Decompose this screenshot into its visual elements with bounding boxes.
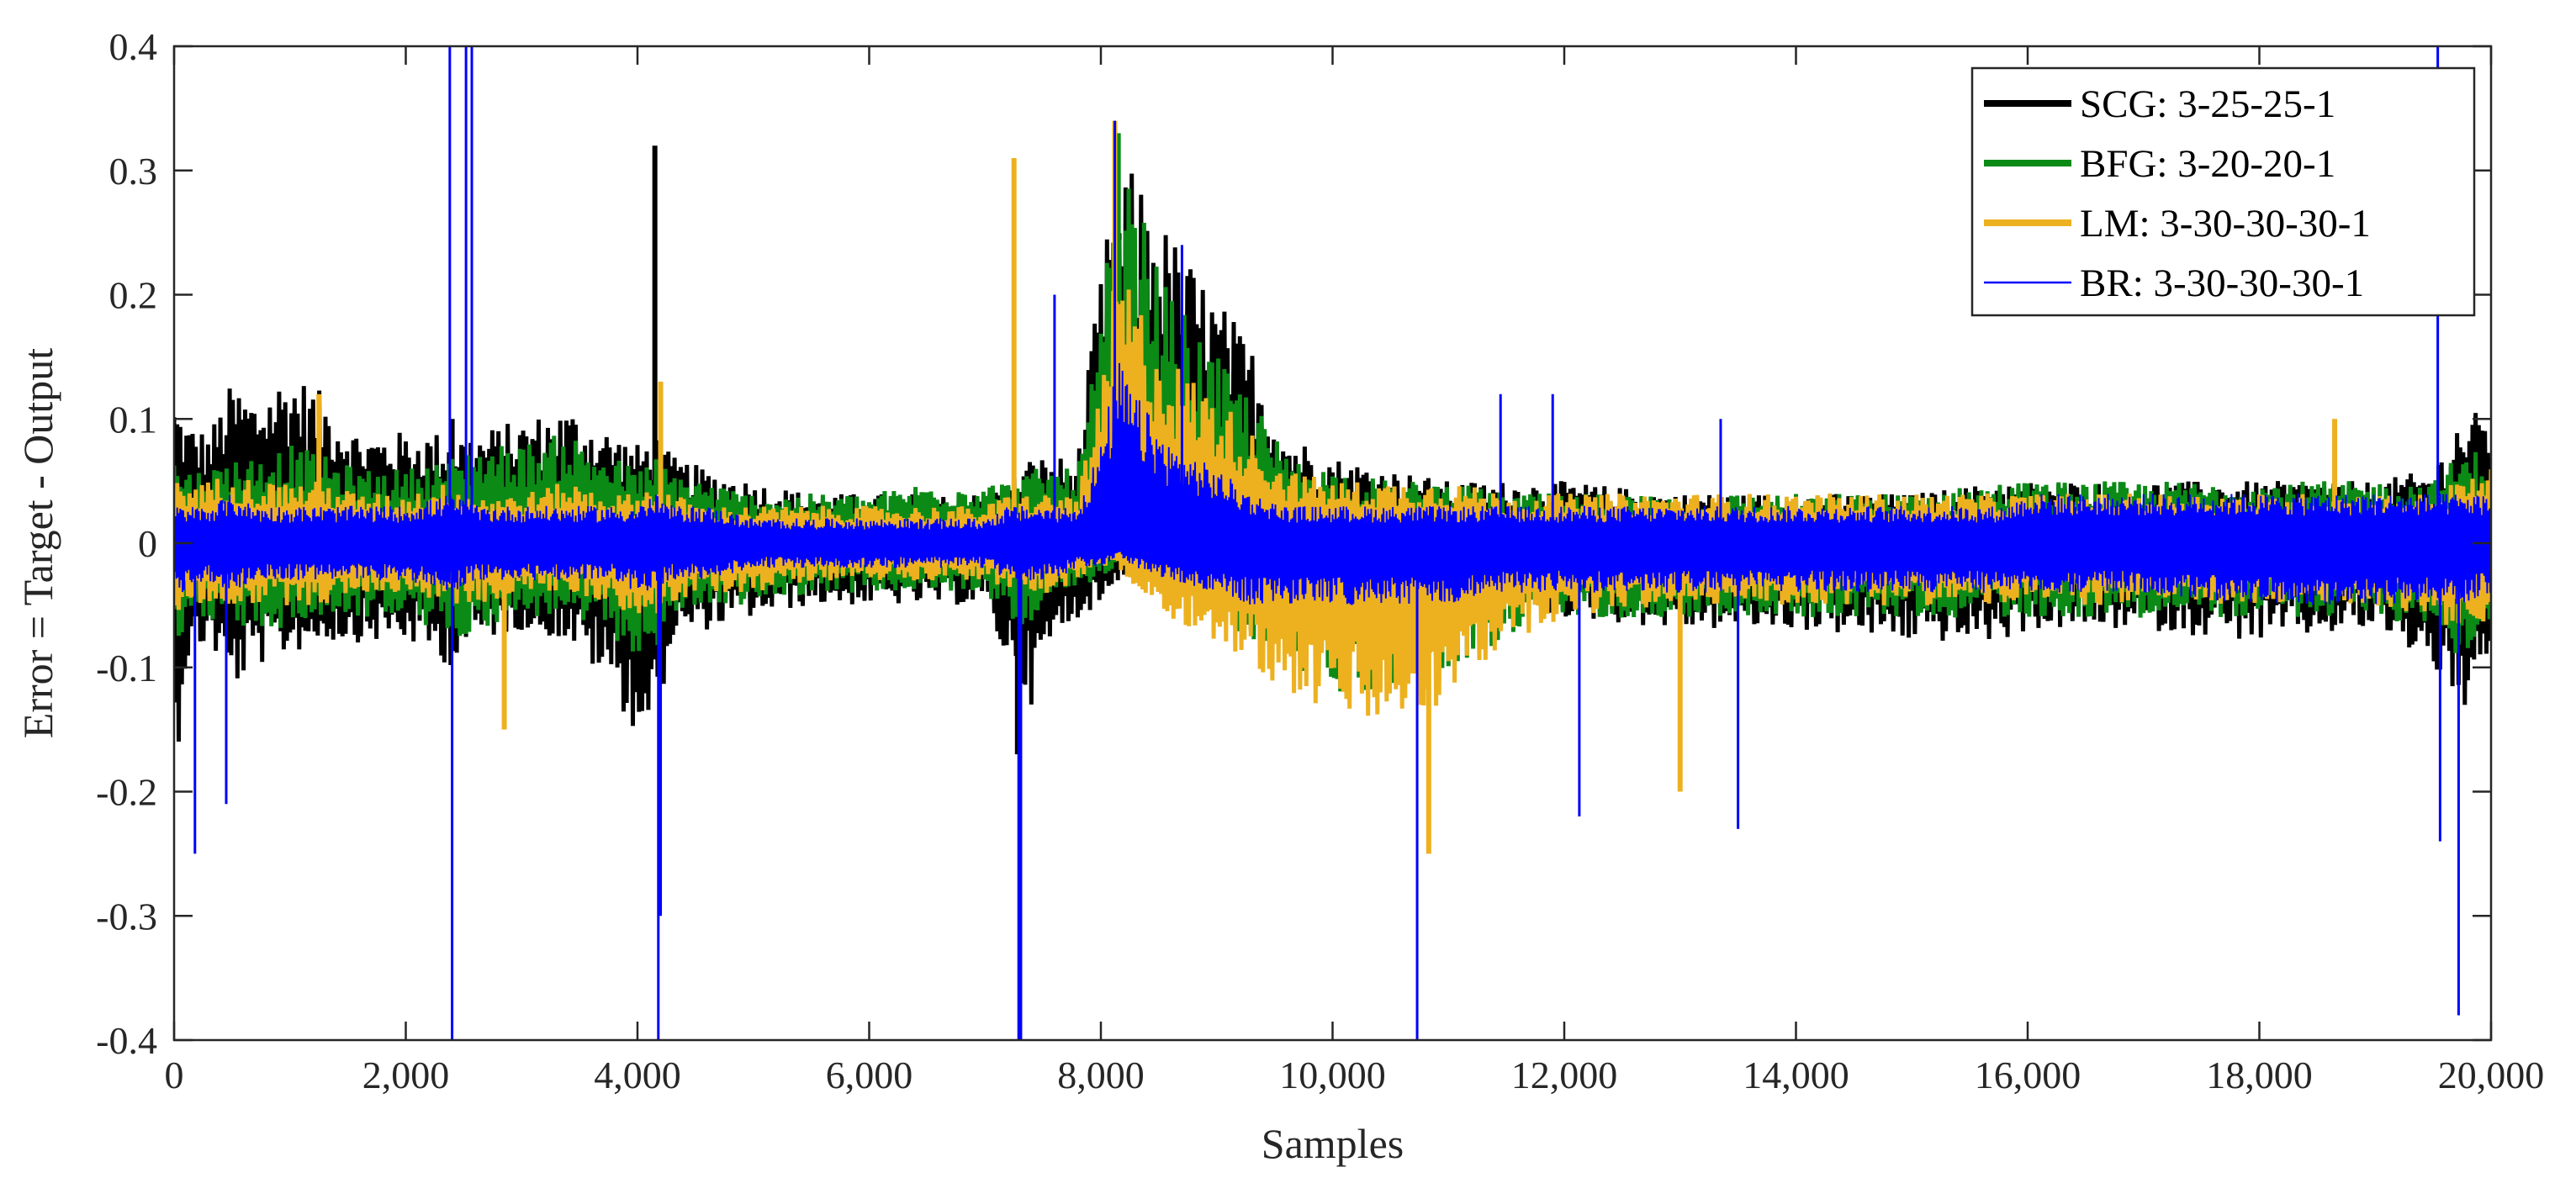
x-tick-label: 16,000 xyxy=(1975,1054,2081,1096)
y-tick-label: -0.3 xyxy=(96,895,157,938)
legend-label: BFG: 3-20-20-1 xyxy=(2080,142,2335,186)
legend-label: LM: 3-30-30-30-1 xyxy=(2080,202,2371,246)
y-tick-label: 0.4 xyxy=(109,25,158,68)
x-tick-label: 4,000 xyxy=(594,1054,681,1096)
series-line xyxy=(174,362,2491,605)
x-tick-label: 12,000 xyxy=(1511,1054,1618,1096)
x-tick-label: 8,000 xyxy=(1057,1054,1145,1096)
traces xyxy=(174,46,2491,1040)
x-tick-label: 14,000 xyxy=(1743,1054,1849,1096)
legend-box xyxy=(1970,66,2476,317)
y-tick-label: 0.1 xyxy=(109,398,158,441)
x-tick-label: 2,000 xyxy=(362,1054,450,1096)
y-tick-label: 0.2 xyxy=(109,274,158,317)
x-tick-label: 18,000 xyxy=(2206,1054,2313,1096)
legend: SCG: 3-25-25-1 BFG: 3-20-20-1 LM: 3-30-30-… xyxy=(1970,66,2476,317)
legend-label: SCG: 3-25-25-1 xyxy=(2080,82,2335,126)
x-tick-label: 0 xyxy=(165,1054,184,1096)
x-tick-label: 20,000 xyxy=(2438,1054,2545,1096)
x-tick-label: 6,000 xyxy=(826,1054,913,1096)
x-tick-label: 10,000 xyxy=(1279,1054,1386,1096)
series-line xyxy=(174,188,2491,692)
y-axis-title: Error = Target - Output xyxy=(14,348,61,739)
y-tick-label: -0.2 xyxy=(96,771,157,814)
x-axis-title: Samples xyxy=(1262,1120,1404,1167)
y-tick-label: 0.3 xyxy=(109,150,158,193)
legend-label: BR: 3-30-30-30-1 xyxy=(2080,261,2364,305)
series-line xyxy=(174,289,2491,716)
y-tick-label: 0 xyxy=(138,522,157,565)
axes: 0 2,000 4,000 6,000 8,000 10,000 12,000 14,000 1… xyxy=(14,25,2544,1167)
y-tick-label: -0.4 xyxy=(96,1019,157,1062)
y-tick-label: -0.1 xyxy=(96,647,157,689)
series-4 xyxy=(174,46,2491,1040)
